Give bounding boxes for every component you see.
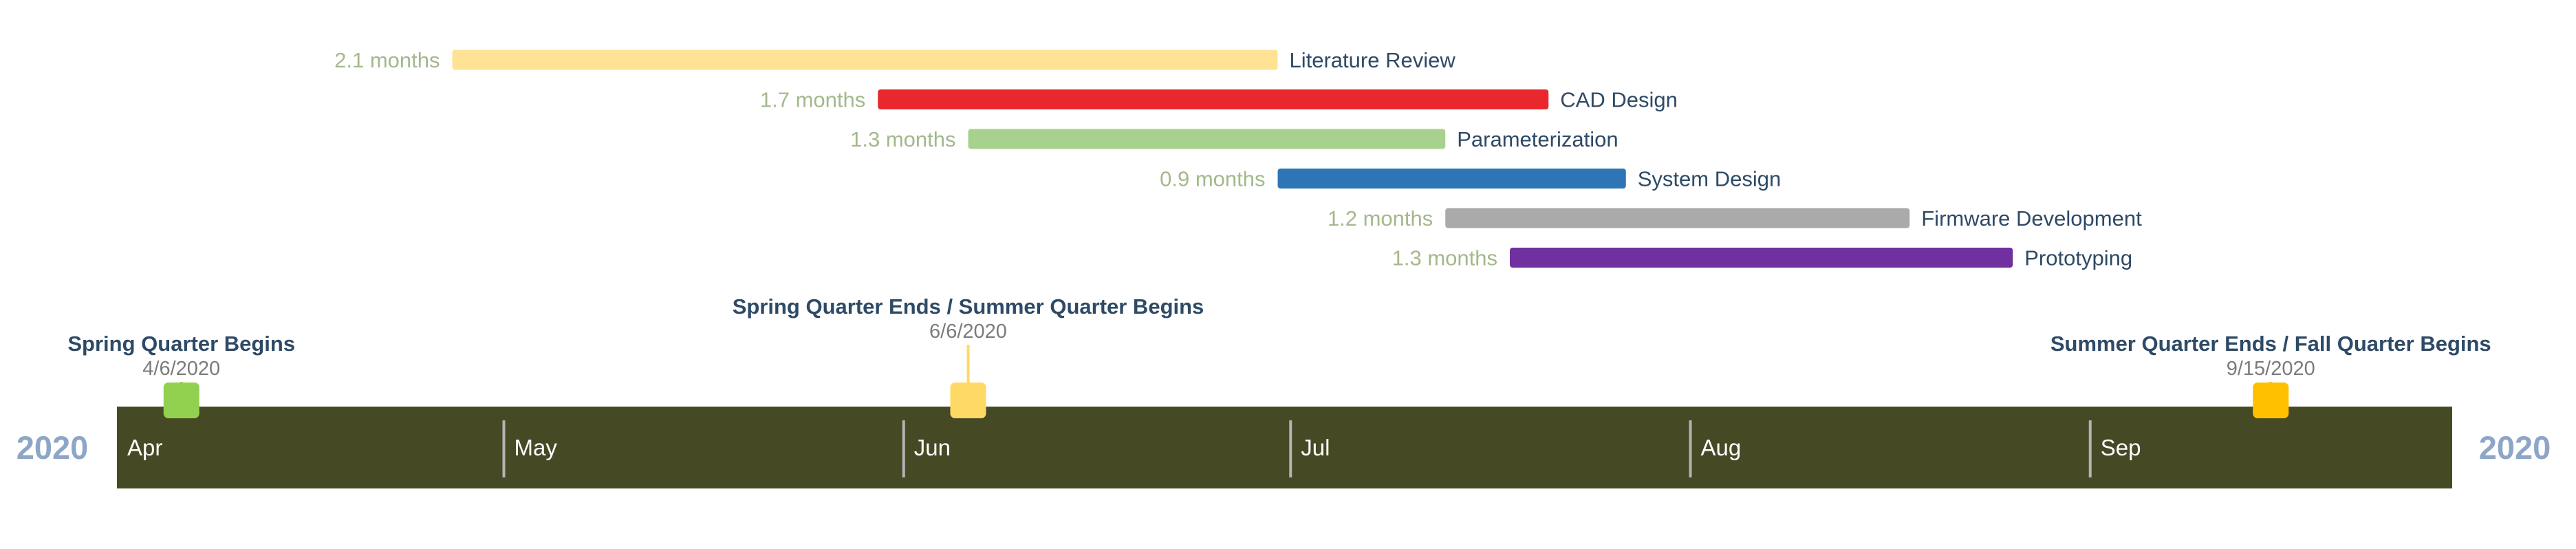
month-label: Jun xyxy=(914,435,951,460)
task-duration-label: 1.3 months xyxy=(850,127,955,151)
milestone-title: Summer Quarter Ends / Fall Quarter Begin… xyxy=(2050,332,2491,356)
task-name-label: Firmware Development xyxy=(1921,206,2142,230)
year-label-left: 2020 xyxy=(17,429,89,466)
milestone-date: 4/6/2020 xyxy=(142,358,220,380)
month-label: Jul xyxy=(1301,435,1330,460)
task-name-label: CAD Design xyxy=(1560,88,1678,112)
task-name-label: Parameterization xyxy=(1457,127,1618,151)
task-name-label: Literature Review xyxy=(1290,48,1456,72)
month-label: Apr xyxy=(127,435,162,460)
task-bar xyxy=(1445,208,1910,228)
task-bar xyxy=(1277,169,1626,189)
task-bars: 2.1 months Literature Review 1.7 months CAD… xyxy=(334,48,2142,270)
task-duration-label: 1.7 months xyxy=(760,88,865,112)
timeline-band xyxy=(117,407,2452,488)
task-duration-label: 1.2 months xyxy=(1328,206,1433,230)
milestone-marker xyxy=(950,383,986,418)
milestone-date: 9/15/2020 xyxy=(2227,358,2315,380)
task-bar xyxy=(1510,248,2013,268)
month-label: Aug xyxy=(1701,435,1742,460)
month-label: May xyxy=(515,435,558,460)
task-bar xyxy=(452,50,1278,70)
milestone-title: Spring Quarter Ends / Summer Quarter Beg… xyxy=(733,294,1204,319)
task-name-label: Prototyping xyxy=(2024,246,2132,270)
task-duration-label: 0.9 months xyxy=(1160,167,1265,191)
milestone-title: Spring Quarter Begins xyxy=(67,332,295,356)
task-bar xyxy=(968,129,1446,149)
task-name-label: System Design xyxy=(1638,167,1781,191)
month-axis: Apr May Jun Jul Aug Sep xyxy=(127,420,2141,477)
month-label: Sep xyxy=(2101,435,2141,460)
year-label-right: 2020 xyxy=(2479,429,2551,466)
milestone-marker xyxy=(163,383,199,418)
task-duration-label: 2.1 months xyxy=(334,48,440,72)
task-duration-label: 1.3 months xyxy=(1392,246,1497,270)
milestone-date: 6/6/2020 xyxy=(929,321,1007,343)
milestone-marker xyxy=(2253,383,2289,418)
task-bar xyxy=(878,89,1549,109)
